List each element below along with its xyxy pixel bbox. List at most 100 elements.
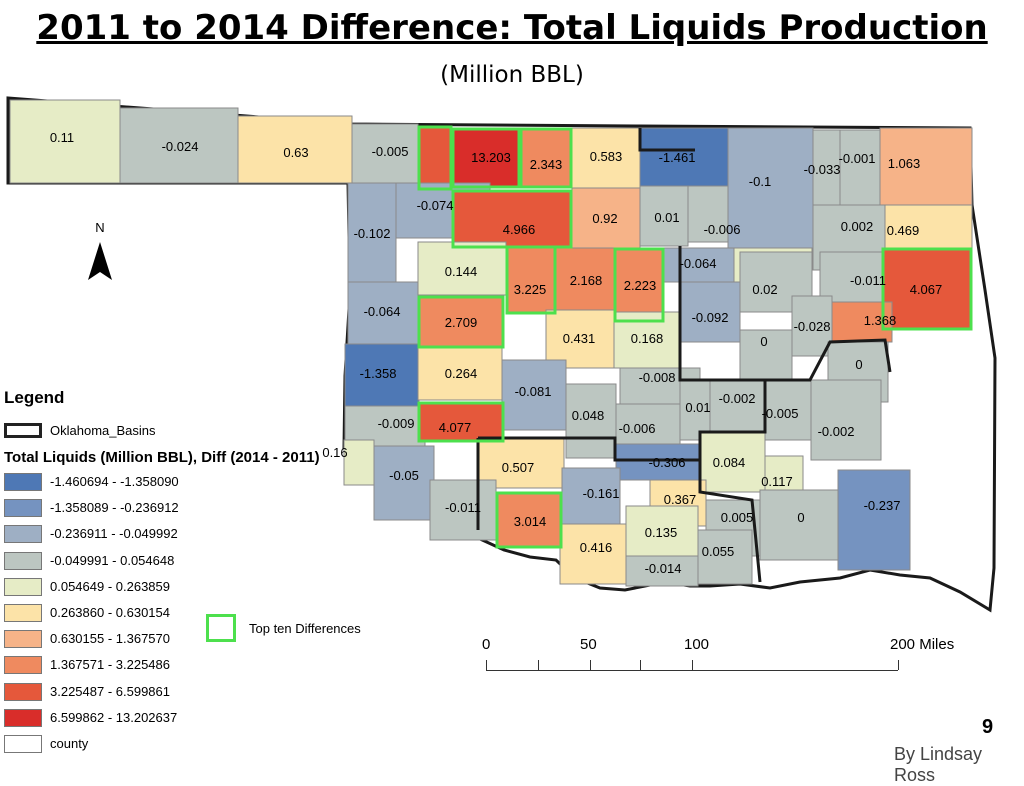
basin-swatch xyxy=(4,423,42,438)
county-polygon xyxy=(625,555,699,587)
county-value-label: 0.92 xyxy=(592,211,617,226)
county-value-label: 0.431 xyxy=(563,331,596,346)
north-label: N xyxy=(95,220,104,235)
county-value-label: -0.064 xyxy=(680,256,717,271)
county-polygon xyxy=(429,479,497,541)
basin-boundary xyxy=(478,338,892,462)
county-value-label: -0.237 xyxy=(864,498,901,513)
north-arrow-icon xyxy=(88,242,112,280)
legend-swatch xyxy=(4,551,42,570)
county-value-label: -0.008 xyxy=(639,370,676,385)
county-value-label: -1.461 xyxy=(659,150,696,165)
basin-boundary xyxy=(678,246,765,382)
county-polygon xyxy=(347,182,397,292)
county-value-label: -0.009 xyxy=(378,416,415,431)
legend-range-label: -1.460694 - -1.358090 xyxy=(50,474,179,489)
legend-range-label: -0.236911 - -0.049992 xyxy=(50,526,178,542)
county-value-label: -1.358 xyxy=(360,366,397,381)
legend-swatch xyxy=(4,473,42,491)
scale-label-50: 50 xyxy=(580,636,597,653)
legend-swatch xyxy=(4,734,42,753)
county-value-label: 4.077 xyxy=(439,420,472,435)
legend-swatch xyxy=(4,577,42,596)
top-ten-highlight xyxy=(451,127,521,189)
county-polygon xyxy=(839,129,881,206)
county-value-label: 0.117 xyxy=(761,474,793,489)
legend-swatch xyxy=(4,708,42,727)
county-value-label: -0.05 xyxy=(389,468,419,483)
county-value-label: -0.1 xyxy=(749,174,771,189)
county-polygon xyxy=(344,343,420,407)
county-value-label: -0.006 xyxy=(619,421,656,436)
county-value-label: -0.002 xyxy=(818,424,855,439)
county-polygon xyxy=(687,185,729,243)
top-ten-swatch xyxy=(206,614,236,642)
county-value-label: -0.064 xyxy=(364,304,401,319)
county-value-label: 0.055 xyxy=(702,544,735,559)
county-polygon xyxy=(613,247,665,323)
county-value-label: 1.368 xyxy=(864,313,897,328)
legend-range-label: 3.225487 - 6.599861 xyxy=(50,683,170,699)
county-value-label: 0.583 xyxy=(590,149,623,164)
county-polygon xyxy=(417,125,453,191)
county-polygon xyxy=(373,445,435,521)
legend-range-label: 1.367571 - 3.225486 xyxy=(50,657,170,673)
county-value-label: -0.102 xyxy=(354,226,391,241)
basin-boundary xyxy=(698,460,762,583)
legend-range-label: 0.263860 - 0.630154 xyxy=(50,604,170,620)
county-polygon xyxy=(727,127,814,254)
county-polygon xyxy=(451,189,573,249)
county-value-label: 0.63 xyxy=(283,145,308,160)
county-value-label: 0.168 xyxy=(631,331,664,346)
legend-swatch xyxy=(4,603,42,622)
scale-tick xyxy=(898,660,899,670)
county-value-label: 0.135 xyxy=(645,525,678,540)
county-polygon xyxy=(565,383,617,459)
county-value-label: 0.11 xyxy=(50,130,74,145)
county-value-label: -0.306 xyxy=(649,455,686,470)
county-value-label: -0.011 xyxy=(445,500,481,515)
scale-label-200: 200 Miles xyxy=(890,636,955,653)
county-value-label: -0.092 xyxy=(692,310,729,325)
legend-swatch xyxy=(4,499,42,518)
county-value-label: 2.709 xyxy=(445,315,478,330)
legend-title: Legend xyxy=(4,388,65,407)
scale-tick xyxy=(692,660,693,670)
county-value-label: 0.507 xyxy=(502,460,535,475)
top-ten-highlight xyxy=(495,491,563,549)
county-polygon xyxy=(545,309,615,369)
county-polygon xyxy=(819,251,883,303)
county-polygon xyxy=(571,187,641,249)
legend-range-label: 0.054649 - 0.263859 xyxy=(50,578,170,594)
legend-swatch xyxy=(4,630,42,649)
top-ten-layer xyxy=(417,125,973,549)
page-subtitle: (Million BBL) xyxy=(440,62,584,88)
county-polygon xyxy=(119,107,239,184)
county-value-label: -0.006 xyxy=(704,222,741,237)
county-value-label: -0.002 xyxy=(719,391,756,406)
legend-range-label: county xyxy=(50,735,89,751)
county-value-label: 2.168 xyxy=(570,273,603,288)
top-ten-highlight xyxy=(613,247,665,323)
county-value-label: 0.144 xyxy=(445,264,478,279)
top-ten-highlight xyxy=(417,125,453,191)
county-value-label: 0.367 xyxy=(664,492,697,507)
county-value-label: -0.161 xyxy=(583,486,620,501)
county-polygon xyxy=(810,379,882,461)
top-ten-label: Top ten Differences xyxy=(249,621,361,636)
legend-range-label: -1.358089 - -0.236912 xyxy=(50,500,179,516)
county-value-label: 0.469 xyxy=(887,223,920,238)
top-ten-highlight xyxy=(417,401,505,443)
county-value-label: 0 xyxy=(855,357,862,372)
county-polygon xyxy=(561,467,621,525)
county-value-label: -0.081 xyxy=(515,384,552,399)
county-value-label: 3.225 xyxy=(514,282,547,297)
county-polygon xyxy=(417,347,503,401)
scale-line xyxy=(486,670,898,671)
legend-swatch xyxy=(4,656,42,675)
page-number: 9 xyxy=(982,716,994,738)
scale-label-100: 100 xyxy=(684,636,710,653)
county-polygon xyxy=(639,185,689,247)
legend-swatch xyxy=(4,525,42,544)
county-value-label: 0.16 xyxy=(322,445,347,460)
